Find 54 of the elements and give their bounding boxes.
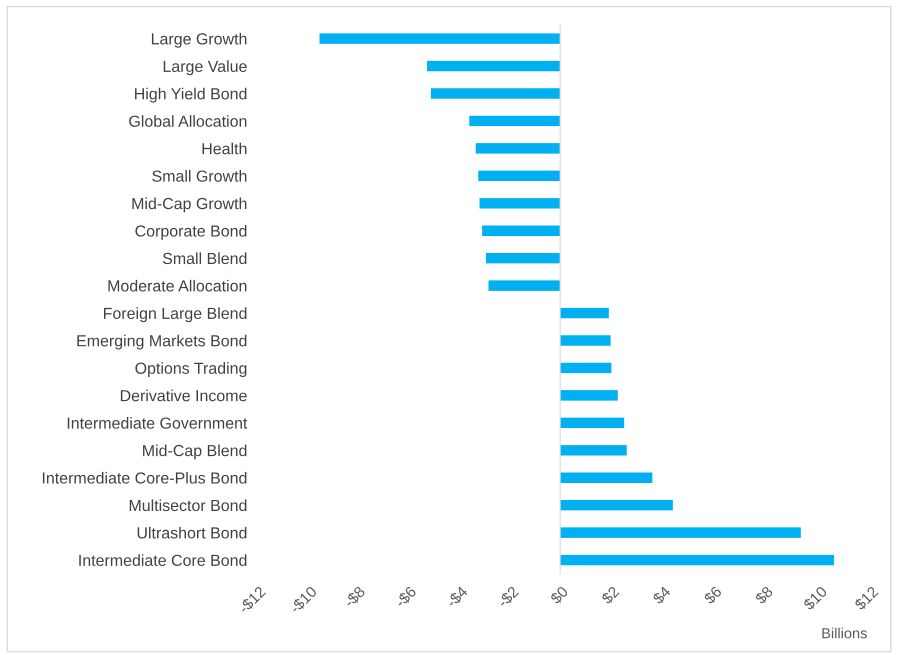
bar [560,362,612,374]
bar [560,308,609,318]
x-tick-label: -$4 [445,585,469,609]
y-tick-label: Large Value [164,60,247,76]
y-tick-label: Foreign Large Blend [104,307,246,322]
y-tick-label: Multisector Bond [130,499,246,512]
y-tick-label: Ultrashort Bond [138,526,246,539]
y-tick-label: Mid-Cap Growth [132,197,246,212]
y-tick-label: Corporate Bond [135,224,246,240]
y-tick-label: High Yield Bond [135,88,246,103]
y-tick-label: Intermediate Core Bond [79,554,246,566]
bar [488,280,560,291]
y-tick-label: Large Growth [152,32,246,48]
x-tick-label: $8 [754,585,774,606]
y-tick-label: Global Allocation [129,115,246,127]
y-tick-label: Options Trading [135,362,246,378]
bar [482,226,560,236]
x-tick-label: -$12 [237,585,267,615]
x-tick-label: $12 [853,585,880,612]
x-tick-label: -$6 [394,585,418,609]
y-tick-label: Health [202,142,246,154]
bar [469,116,560,126]
bar [560,445,627,456]
x-tick-label: $10 [802,585,828,612]
x-tick-label: -$8 [342,585,366,609]
bar [478,170,560,182]
bar [560,527,801,538]
y-tick-label: Small Blend [162,252,246,264]
x-tick-label: $0 [549,585,570,606]
bar [560,335,611,346]
y-tick-label: Emerging Markets Bond [77,334,246,350]
x-tick-label: $2 [600,585,620,606]
bar [476,143,560,154]
bar [430,88,560,99]
x-tick-label: $6 [702,585,723,606]
bar [560,390,618,401]
bar [320,33,560,44]
y-tick-label: Derivative Income [120,390,247,402]
bar [560,472,652,483]
bar [560,418,624,428]
x-axis-title: Billions [822,628,867,638]
y-tick-label: Mid-Cap Blend [143,444,246,460]
x-tick-label: -$2 [496,585,520,609]
bar [560,554,834,566]
bar [427,60,560,72]
y-tick-label: Intermediate Core-Plus Bond [42,472,246,484]
x-tick-label: $4 [651,585,672,606]
y-tick-label: Moderate Allocation [108,280,246,292]
bar [560,500,673,510]
bar [486,252,560,264]
y-tick-label: Small Growth [152,170,246,182]
x-tick-label: -$10 [288,585,318,615]
bar [480,198,560,208]
y-tick-label: Intermediate Government [68,417,248,429]
